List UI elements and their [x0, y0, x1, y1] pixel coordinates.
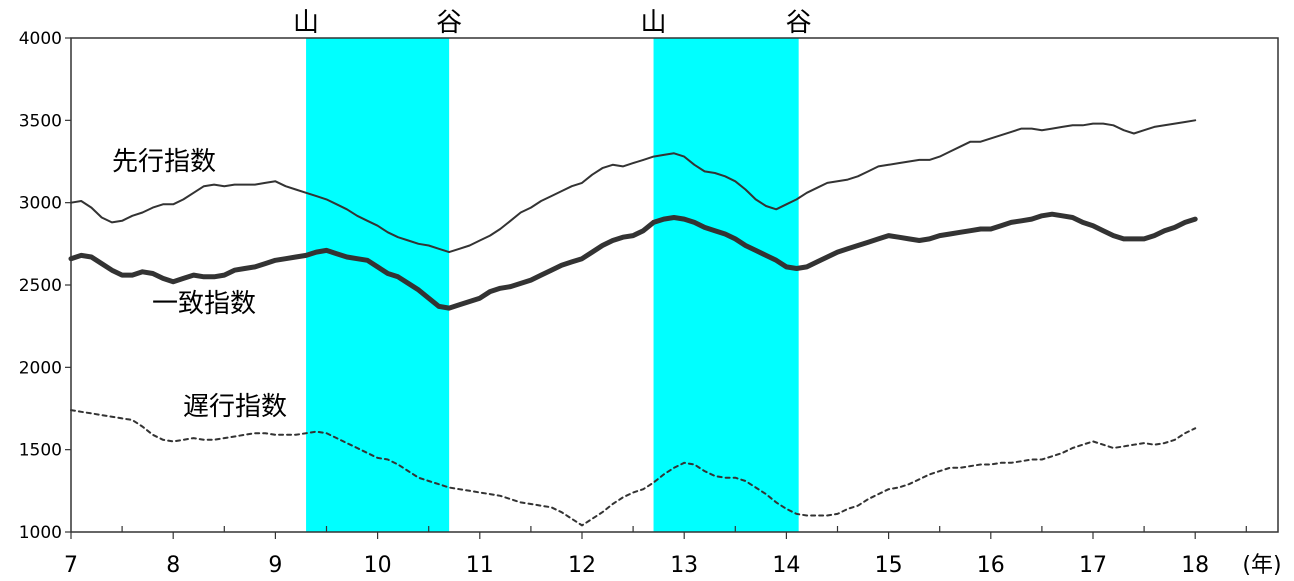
- x-tick-label: 17: [1079, 553, 1107, 578]
- peak-label: 山: [641, 8, 667, 38]
- y-tick-label: 3500: [19, 111, 62, 131]
- recession-bands: [306, 38, 799, 532]
- x-tick-label: 10: [364, 553, 392, 578]
- series-label: 遅行指数: [183, 392, 287, 422]
- x-axis-unit-label: (年): [1242, 553, 1281, 578]
- y-tick-label: 2000: [19, 358, 62, 378]
- x-tick-label: 18: [1181, 553, 1209, 578]
- series-label: 一致指数: [152, 289, 256, 319]
- x-tick-label: 16: [977, 553, 1005, 578]
- y-axis: 4000 3500 3000 2500 2000 1500 1000: [19, 29, 71, 543]
- x-tick-label: 7: [64, 553, 78, 578]
- series-line-3: [70, 409, 1197, 527]
- y-tick-label: 2500: [19, 276, 62, 296]
- x-tick-label: 14: [772, 553, 800, 578]
- x-tick-label: 13: [670, 553, 698, 578]
- series-line-1: [70, 119, 1197, 254]
- recession-labels: 山谷山谷: [293, 8, 812, 38]
- recession-band: [306, 38, 450, 532]
- y-tick-label: 3000: [19, 194, 62, 214]
- y-tick-label: 1500: [19, 441, 62, 461]
- y-tick-label: 1000: [19, 523, 62, 543]
- x-tick-label: 9: [268, 553, 282, 578]
- x-tick-label: 12: [568, 553, 596, 578]
- recession-band: [653, 38, 799, 532]
- trough-label: 谷: [786, 8, 812, 38]
- peak-label: 山: [293, 8, 319, 38]
- series-line-2: [68, 211, 1198, 311]
- y-tick-label: 4000: [19, 29, 62, 49]
- x-axis: 7 8 9 10 11 12 13 14 15 16 17 18: [64, 526, 1247, 578]
- trough-label: 谷: [436, 8, 462, 38]
- series-lines: [68, 119, 1198, 527]
- x-tick-label: 11: [466, 553, 494, 578]
- x-tick-label: 8: [166, 553, 180, 578]
- series-label: 先行指数: [112, 147, 216, 177]
- x-tick-label: 15: [875, 553, 903, 578]
